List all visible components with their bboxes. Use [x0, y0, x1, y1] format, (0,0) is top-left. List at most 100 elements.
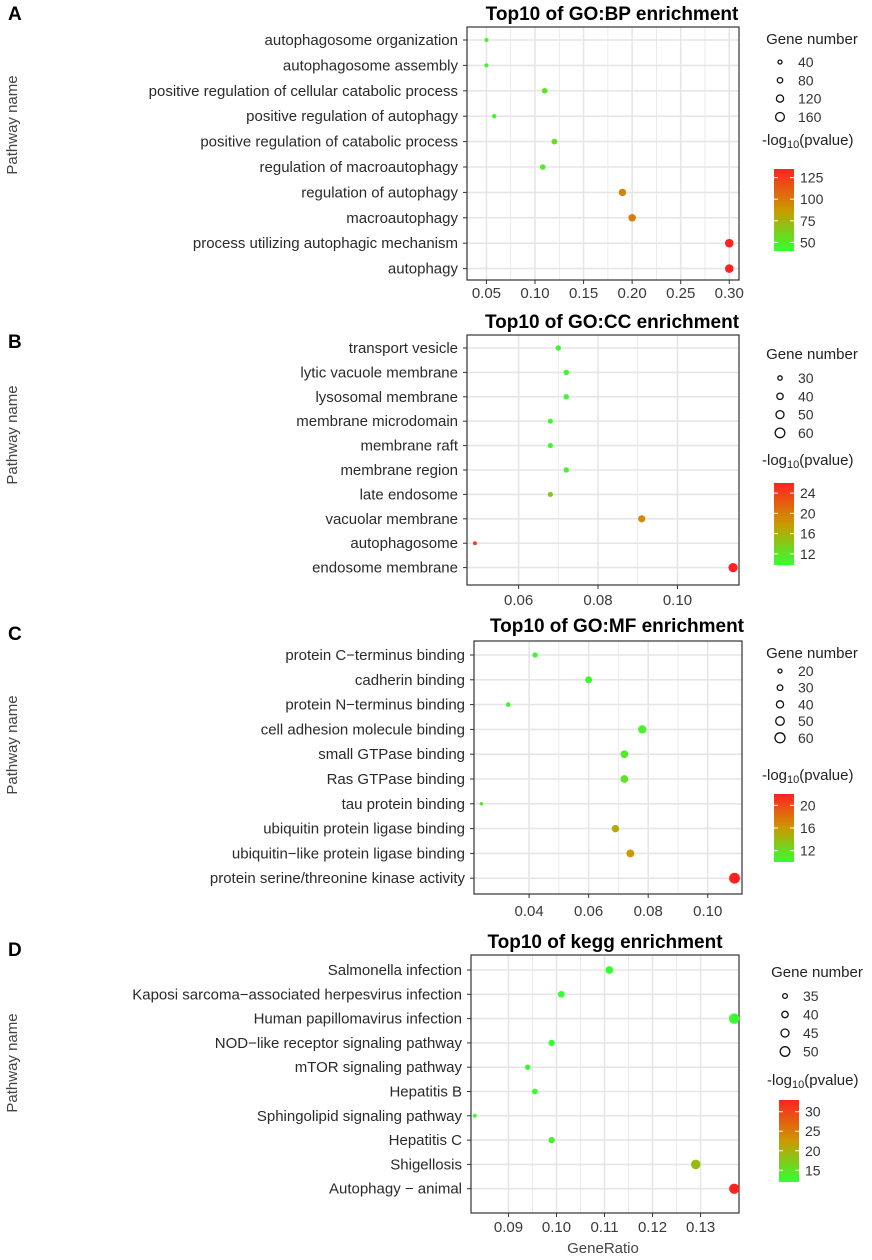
size-legend-key [780, 1028, 790, 1038]
data-point [563, 394, 569, 400]
color-legend-title-prefix: -log [767, 1072, 792, 1089]
category-label: Autophagy − animal [329, 1181, 462, 1198]
color-bar-label: 25 [805, 1123, 821, 1139]
color-bar [774, 483, 794, 565]
category-label: cadherin binding [355, 672, 465, 689]
data-point [551, 138, 558, 145]
color-bar-label: 30 [805, 1104, 821, 1120]
category-label: endosome membrane [312, 560, 458, 577]
y-axis-label: Pathway name [4, 695, 21, 794]
color-bar-label: 50 [800, 234, 816, 250]
data-point [620, 750, 629, 759]
data-point [620, 775, 629, 783]
color-legend-title-prefix: -log [762, 452, 787, 469]
x-tick-label: 0.30 [715, 285, 744, 302]
category-label: membrane microdomain [296, 413, 458, 430]
category-label: regulation of autophagy [301, 184, 458, 201]
color-bar-label: 15 [805, 1162, 821, 1178]
category-label: Sphingolipid signaling pathway [257, 1108, 463, 1125]
size-legend-label: 60 [798, 425, 814, 441]
x-tick-label: 0.15 [569, 285, 598, 302]
color-legend-title-prefix: -log [762, 767, 787, 784]
color-bar-label: 24 [800, 485, 816, 501]
x-tick-label: 0.12 [638, 1219, 667, 1236]
color-bar-label: 20 [805, 1143, 821, 1159]
panel-b: B Top10 of GO:CC enrichment transport vesi… [4, 312, 858, 609]
category-label: Shigellosis [390, 1156, 462, 1173]
plot-frame [473, 640, 743, 895]
color-legend-title-subscript: 10 [787, 774, 799, 786]
size-legend-title: Gene number [766, 31, 858, 48]
data-point [557, 990, 565, 998]
category-label: membrane region [340, 462, 458, 479]
plot-background [474, 641, 742, 894]
data-point [728, 1013, 740, 1024]
data-point [484, 63, 489, 68]
data-point [563, 369, 569, 376]
panel-c: C Top10 of GO:MF enrichment protein C−term… [4, 616, 858, 920]
size-legend-label: 20 [798, 663, 814, 679]
plot-frame [466, 334, 740, 586]
color-legend-title-suffix: (pvalue) [799, 767, 853, 784]
color-legend-title: -log10(pvalue) [762, 767, 853, 786]
color-legend-title: -log10(pvalue) [767, 1072, 858, 1091]
data-point [563, 467, 569, 473]
size-legend-key [781, 1010, 789, 1019]
data-point [524, 1064, 531, 1070]
category-label: lysosomal membrane [315, 389, 458, 406]
x-tick-label: 0.09 [494, 1219, 523, 1236]
size-legend-label: 30 [798, 370, 814, 386]
data-point [484, 38, 489, 42]
data-point [618, 188, 627, 197]
data-point [505, 702, 511, 707]
data-point [729, 1183, 740, 1194]
category-label: small GTPase binding [318, 746, 465, 763]
panel-letter: C [8, 624, 22, 645]
chart-title: Top10 of GO:BP enrichment [486, 4, 739, 25]
size-legend-label: 50 [798, 407, 814, 423]
data-point [531, 1088, 538, 1095]
size-legend-key [777, 59, 783, 65]
color-bar-label: 125 [800, 170, 824, 186]
category-label: process utilizing autophagic mechanism [193, 235, 458, 252]
color-bar-label: 20 [800, 797, 816, 813]
x-tick-label: 0.05 [472, 285, 501, 302]
size-legend-label: 35 [803, 988, 819, 1004]
category-label: lytic vacuole membrane [300, 364, 458, 381]
data-point [547, 491, 553, 497]
size-legend-label: 80 [798, 72, 814, 88]
plot-frame [466, 26, 740, 281]
category-label: cell adhesion molecule binding [261, 721, 465, 738]
category-label: NOD−like receptor signaling pathway [215, 1035, 463, 1052]
size-legend-label: 50 [803, 1044, 819, 1060]
data-point [611, 824, 620, 833]
size-legend-label: 60 [798, 730, 814, 746]
x-tick-label: 0.06 [504, 592, 533, 609]
chart-title: Top10 of GO:MF enrichment [490, 616, 745, 637]
x-tick-label: 0.20 [618, 285, 647, 302]
color-legend-title-suffix: (pvalue) [799, 452, 853, 469]
size-legend-title: Gene number [766, 346, 858, 363]
size-legend-label: 40 [803, 1007, 819, 1023]
size-legend-key [774, 732, 786, 744]
category-label: Ras GTPase binding [327, 771, 465, 788]
category-label: protein serine/threonine kinase activity [210, 870, 466, 887]
category-label: Hepatitis C [389, 1132, 463, 1149]
data-point [541, 87, 548, 94]
data-point [690, 1159, 701, 1170]
panel-letter: D [8, 940, 22, 961]
size-legend-key [775, 409, 785, 420]
size-legend-key [777, 375, 783, 381]
category-label: ubiquitin−like protein ligase binding [232, 845, 465, 862]
category-label: vacuolar membrane [325, 511, 458, 528]
data-point [628, 214, 636, 222]
category-label: positive regulation of autophagy [246, 108, 458, 125]
size-legend-label: 40 [798, 388, 814, 404]
color-bar [779, 1100, 799, 1182]
color-bar-label: 75 [800, 213, 816, 229]
size-legend-key [777, 668, 783, 674]
color-bar-label: 16 [800, 820, 816, 836]
size-legend-label: 160 [798, 109, 822, 125]
y-axis-label: Pathway name [4, 75, 21, 174]
